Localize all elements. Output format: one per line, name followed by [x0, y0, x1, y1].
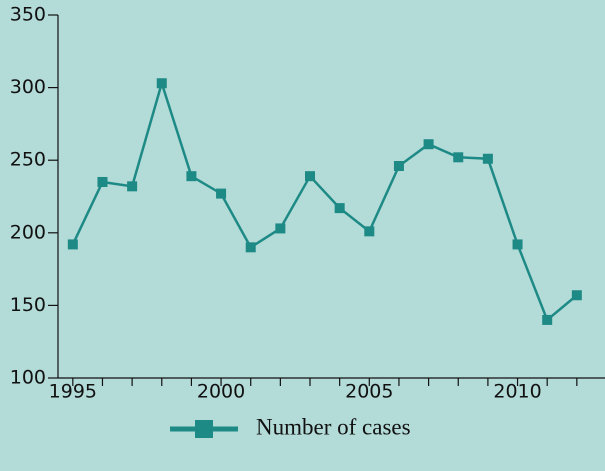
y-tick-label: 300	[10, 76, 46, 98]
data-point	[512, 239, 523, 250]
y-tick-label: 100	[10, 367, 46, 389]
data-point	[127, 181, 138, 192]
y-tick-label: 250	[10, 149, 46, 171]
data-point	[393, 161, 404, 172]
data-point	[305, 171, 316, 182]
y-tick-label: 350	[10, 4, 46, 26]
legend-marker	[195, 420, 213, 438]
data-point	[542, 314, 553, 325]
data-point	[423, 139, 434, 150]
x-tick-label: 1995	[49, 381, 97, 403]
x-tick-label: 2005	[345, 381, 393, 403]
y-tick-label: 150	[10, 294, 46, 316]
data-point	[334, 203, 345, 214]
data-point	[482, 153, 493, 164]
y-tick-label: 200	[10, 221, 46, 243]
data-point	[571, 290, 582, 301]
data-point	[216, 188, 227, 199]
data-point	[156, 78, 167, 89]
data-point	[97, 176, 108, 187]
data-point	[453, 152, 464, 163]
data-point	[245, 242, 256, 253]
x-tick-label: 2010	[493, 381, 541, 403]
data-point	[67, 239, 78, 250]
legend-label: Number of cases	[256, 414, 411, 439]
data-point	[186, 171, 197, 182]
data-point	[275, 223, 286, 234]
data-point	[364, 226, 375, 237]
data-line	[71, 78, 578, 322]
x-tick-label: 2000	[197, 381, 245, 403]
